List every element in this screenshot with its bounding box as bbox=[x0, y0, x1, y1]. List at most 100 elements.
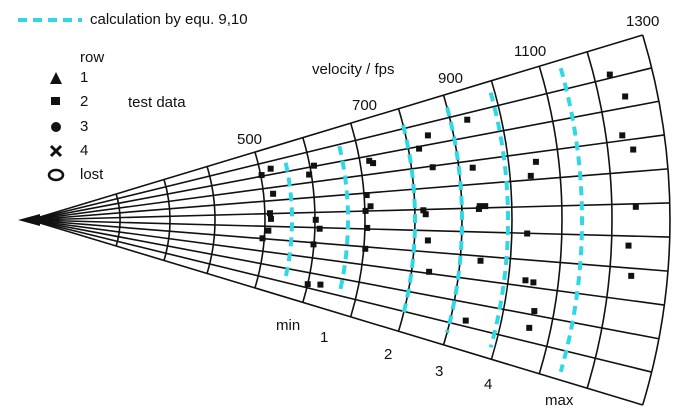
legend-marker bbox=[50, 72, 62, 84]
marker bbox=[606, 71, 613, 78]
marker bbox=[482, 203, 489, 210]
marker bbox=[429, 164, 436, 171]
legend-marker bbox=[51, 122, 61, 132]
apex bbox=[18, 214, 40, 226]
marker bbox=[267, 215, 274, 222]
marker bbox=[424, 237, 431, 244]
ray bbox=[29, 219, 669, 272]
marker bbox=[310, 162, 317, 169]
curve-label: 1 bbox=[320, 329, 328, 346]
arc bbox=[254, 151, 266, 289]
marker bbox=[475, 205, 482, 212]
arc bbox=[115, 193, 121, 247]
marker bbox=[462, 317, 469, 324]
marker bbox=[416, 145, 423, 152]
calculation-curve bbox=[488, 92, 510, 348]
marker bbox=[522, 277, 529, 284]
marker bbox=[364, 224, 371, 231]
curve-label: 2 bbox=[384, 346, 392, 363]
calculation-curve bbox=[401, 124, 417, 316]
arc bbox=[586, 51, 613, 389]
arc bbox=[163, 179, 171, 261]
arc bbox=[490, 80, 513, 360]
ray bbox=[29, 67, 652, 221]
calculation-curve bbox=[337, 145, 350, 295]
marker bbox=[632, 203, 639, 210]
arc bbox=[538, 66, 563, 374]
marker bbox=[316, 225, 323, 232]
marker bbox=[628, 272, 635, 279]
legend-row: 4 bbox=[80, 142, 88, 159]
calculation-curves bbox=[283, 67, 585, 373]
ray bbox=[29, 219, 652, 373]
marker bbox=[625, 242, 632, 249]
marker bbox=[420, 207, 427, 214]
test-data-label: test data bbox=[128, 94, 186, 111]
velocity-label: 900 bbox=[438, 70, 463, 87]
curve-label: max bbox=[545, 392, 574, 409]
legend-marker bbox=[51, 97, 60, 105]
marker bbox=[310, 241, 317, 248]
marker bbox=[317, 281, 324, 288]
marker bbox=[527, 172, 534, 179]
marker bbox=[363, 192, 370, 199]
marker bbox=[532, 158, 539, 165]
calculation-curve bbox=[558, 67, 585, 373]
curve-label: 4 bbox=[484, 376, 492, 393]
marker bbox=[622, 93, 629, 100]
marker bbox=[265, 227, 272, 234]
arc bbox=[641, 34, 671, 406]
marker bbox=[362, 207, 369, 214]
marker bbox=[526, 324, 533, 331]
marker bbox=[524, 230, 531, 237]
calculation-curve bbox=[445, 106, 464, 334]
ray bbox=[29, 34, 643, 221]
test-data-markers bbox=[258, 71, 639, 331]
ray bbox=[29, 219, 665, 306]
marker bbox=[267, 165, 274, 172]
curve-label: 3 bbox=[435, 363, 443, 380]
legend-row: lost bbox=[80, 166, 104, 183]
legend-row: 1 bbox=[80, 69, 88, 86]
calculation-curve bbox=[283, 162, 294, 278]
fan-grid bbox=[18, 34, 671, 406]
ray bbox=[29, 219, 660, 340]
marker bbox=[531, 308, 538, 315]
marker bbox=[366, 157, 373, 164]
marker bbox=[259, 235, 266, 242]
marker bbox=[312, 216, 319, 223]
marker bbox=[469, 164, 476, 171]
curve-label: min bbox=[276, 317, 300, 334]
velocity-label: 700 bbox=[352, 97, 377, 114]
legend-marker bbox=[47, 168, 65, 182]
marker bbox=[530, 279, 537, 286]
marker bbox=[304, 281, 311, 288]
legend-calculation: calculation by equ. 9,10 bbox=[90, 11, 248, 28]
marker bbox=[367, 203, 374, 210]
velocity-label: 1100 bbox=[514, 43, 546, 60]
marker bbox=[477, 257, 484, 264]
legend-row: 2 bbox=[80, 93, 88, 110]
legend-marker bbox=[49, 144, 63, 158]
marker bbox=[619, 132, 626, 139]
legend-row: 3 bbox=[80, 118, 88, 135]
marker bbox=[370, 160, 377, 167]
marker bbox=[362, 245, 369, 252]
marker bbox=[306, 171, 313, 178]
arc bbox=[349, 122, 366, 318]
marker bbox=[426, 268, 433, 275]
arc bbox=[206, 166, 216, 274]
legend-row-title: row bbox=[80, 49, 104, 66]
marker bbox=[464, 116, 471, 123]
ray bbox=[29, 219, 643, 406]
marker bbox=[630, 146, 637, 153]
axis-title: velocity / fps bbox=[312, 61, 395, 78]
marker bbox=[422, 211, 429, 218]
marker bbox=[267, 210, 274, 217]
marker bbox=[258, 172, 265, 179]
velocity-label: 1300 bbox=[626, 13, 659, 30]
marker bbox=[424, 132, 431, 139]
velocity-label: 500 bbox=[237, 131, 262, 148]
marker bbox=[270, 190, 277, 197]
